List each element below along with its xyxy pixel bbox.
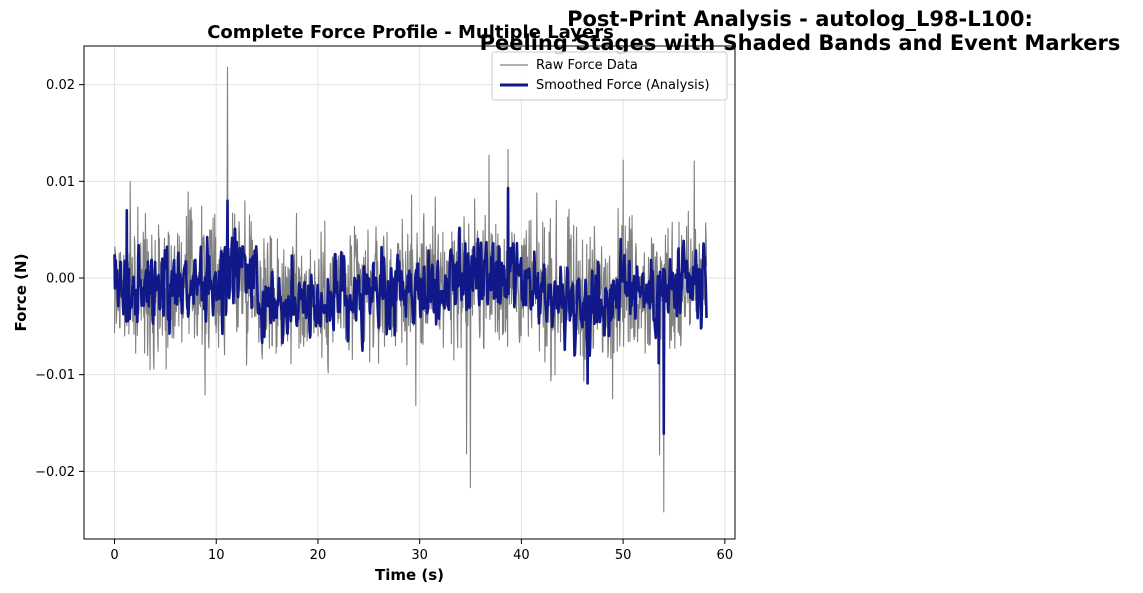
x-tick-label: 0 bbox=[110, 548, 118, 563]
plot-title: Complete Force Profile - Multiple Layers bbox=[207, 22, 614, 43]
y-tick-label: −0.02 bbox=[35, 465, 75, 480]
x-axis-label: Time (s) bbox=[375, 566, 444, 584]
legend: Raw Force Data Smoothed Force (Analysis) bbox=[491, 51, 728, 101]
x-tick-label: 50 bbox=[615, 548, 632, 563]
x-tick-label: 20 bbox=[310, 548, 327, 563]
legend-box bbox=[491, 51, 728, 101]
y-axis-label: Force (N) bbox=[12, 254, 30, 332]
y-axis-ticks: −0.02 −0.01 0.00 0.01 0.02 bbox=[35, 78, 84, 480]
smoothed-force-line bbox=[113, 186, 708, 435]
figure-suptitle: Post-Print Analysis - autolog_L98-L100: … bbox=[440, 7, 1143, 55]
legend-label-raw: Raw Force Data bbox=[536, 58, 638, 73]
legend-label-smoothed: Smoothed Force (Analysis) bbox=[536, 78, 710, 93]
x-tick-label: 30 bbox=[411, 548, 428, 563]
suptitle-line-2: Peeling Stages with Shaded Bands and Eve… bbox=[479, 31, 1121, 55]
plot-frame bbox=[83, 45, 736, 540]
y-tick-label: 0.01 bbox=[46, 175, 75, 190]
y-tick-label: 0.02 bbox=[46, 78, 75, 93]
grid-lines bbox=[84, 46, 735, 539]
y-tick-label: 0.00 bbox=[46, 272, 75, 287]
series-smoothed-force bbox=[113, 186, 708, 435]
x-tick-label: 40 bbox=[513, 548, 530, 563]
x-axis-ticks: 0 10 20 30 40 50 60 bbox=[110, 539, 733, 563]
x-tick-label: 60 bbox=[717, 548, 734, 563]
y-tick-label: −0.01 bbox=[35, 368, 75, 383]
suptitle-line-1: Post-Print Analysis - autolog_L98-L100: bbox=[567, 7, 1033, 31]
x-tick-label: 10 bbox=[208, 548, 225, 563]
